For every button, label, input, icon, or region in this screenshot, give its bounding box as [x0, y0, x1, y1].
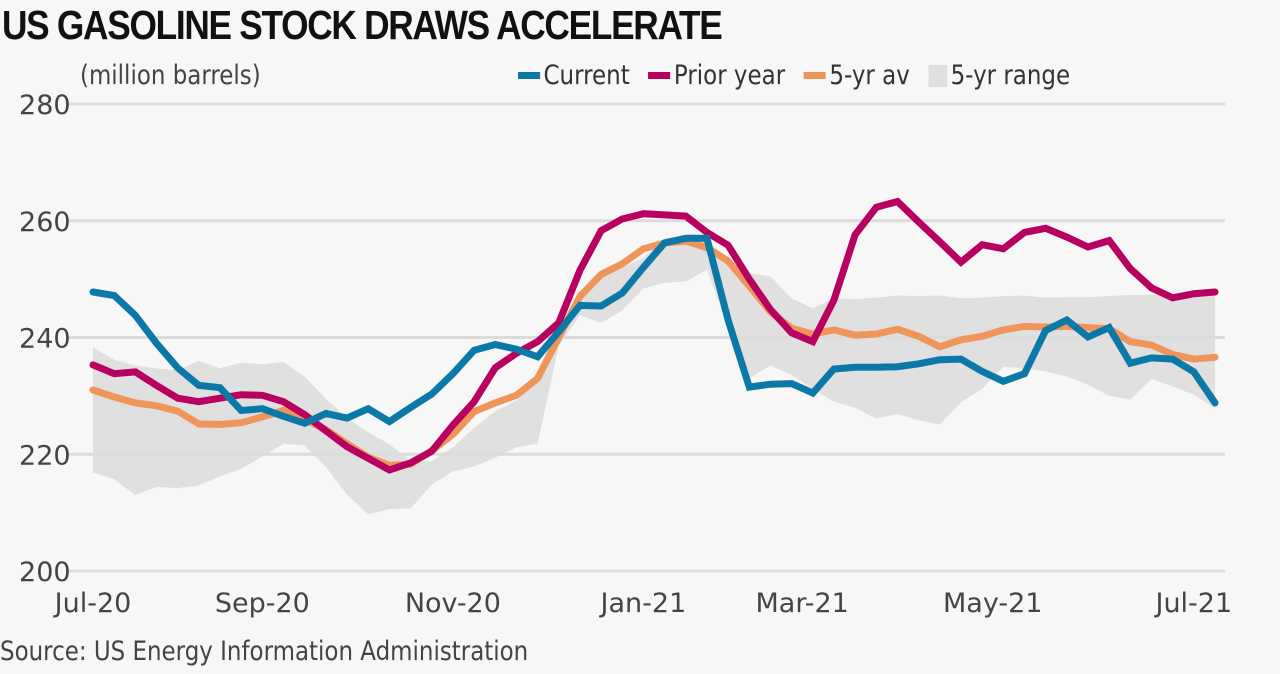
series-line-current [89, 234, 1219, 428]
legend-item-5yr-av: 5-yr av [803, 60, 910, 91]
series-lines [89, 197, 1219, 474]
x-tick-label: Sep-20 [215, 588, 310, 619]
x-tick-label: Mar-21 [756, 588, 849, 619]
y-axis-unit-label: (million barrels) [80, 60, 261, 91]
series-line-prior-year [89, 197, 1219, 474]
legend-label-prior-year: Prior year [673, 60, 786, 91]
y-tick-label: 220 [19, 440, 71, 471]
x-tick-label: Nov-20 [405, 588, 501, 619]
x-axis: Jul-20 Sep-20 Nov-20 Jan-21 Mar-21 May-21 Jul-… [53, 588, 1233, 619]
legend-swatch-5yr-av [803, 72, 826, 79]
legend-item-5yr-range: 5-yr range [928, 60, 1070, 91]
legend-label-5yr-range: 5-yr range [950, 60, 1071, 91]
legend-swatch-prior-year [648, 72, 671, 79]
legend: Current Prior year 5-yr av 5-yr range [518, 60, 1089, 91]
legend-item-prior-year: Prior year [648, 60, 785, 91]
legend-item-current: Current [518, 60, 630, 91]
x-tick-label: Jul-20 [53, 588, 132, 619]
y-tick-label: 280 [19, 90, 71, 121]
y-tick-label: 260 [19, 207, 71, 238]
legend-label-5yr-av: 5-yr av [829, 60, 910, 91]
range-band-layer [93, 236, 1215, 515]
y-tick-label: 200 [19, 557, 71, 588]
range-band-5yr [93, 236, 1215, 515]
y-tick-label: 240 [19, 324, 71, 355]
x-tick-label: May-21 [943, 588, 1042, 619]
x-tick-label: Jan-21 [599, 588, 687, 619]
legend-swatch-current [518, 72, 541, 79]
gridlines [68, 102, 1225, 573]
y-axis: 200 220 240 260 280 [19, 90, 71, 588]
legend-label-current: Current [543, 60, 630, 91]
source-note: Source: US Energy Information Administra… [0, 636, 529, 667]
chart-title: US GASOLINE STOCK DRAWS ACCELERATE [2, 2, 723, 48]
legend-swatch-5yr-range [928, 64, 948, 87]
x-tick-label: Jul-21 [1153, 588, 1232, 619]
